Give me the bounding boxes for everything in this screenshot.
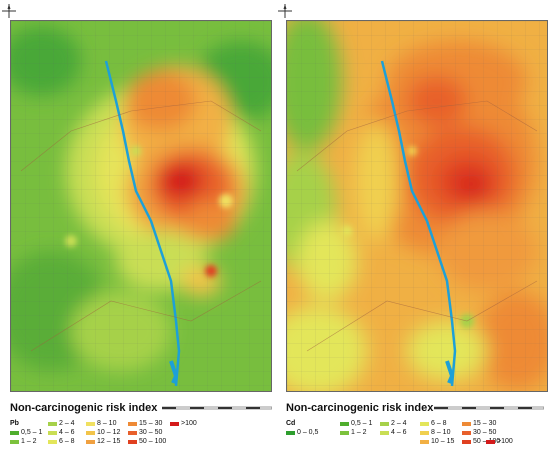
legend-item: 6 – 8 xyxy=(420,420,447,427)
legend-label: 50 – 100 xyxy=(139,438,167,445)
legend-item: 4 – 6 xyxy=(48,429,75,436)
legend-item: 1 – 2 xyxy=(340,429,367,436)
legend-label: 12 – 15 xyxy=(97,438,121,445)
legend-swatch xyxy=(48,421,57,426)
map-panel-pb: Non-carcinogenic risk index Pb <0,50,5 –… xyxy=(2,0,272,450)
legend-item: >100 xyxy=(486,438,513,445)
legend-swatch xyxy=(486,439,495,444)
legend-label: 6 – 8 xyxy=(431,420,447,427)
legend-swatch xyxy=(10,430,19,435)
north-arrow-icon xyxy=(2,4,16,18)
legend-swatch xyxy=(48,430,57,435)
legend-swatch xyxy=(86,421,95,426)
legend-swatch xyxy=(380,421,389,426)
legend-item: 10 – 12 xyxy=(86,429,120,436)
legend-item: 2 – 4 xyxy=(48,420,75,427)
legend-swatch xyxy=(170,421,179,426)
legend-swatch xyxy=(420,421,429,426)
legend-item: 30 – 50 xyxy=(128,429,162,436)
legend-item: 50 – 100 xyxy=(128,438,166,445)
legend-item: 0 – 0,5 xyxy=(286,429,318,436)
legend-label: 0,5 – 1 xyxy=(21,429,43,436)
legend-label: 15 – 30 xyxy=(473,420,497,427)
legend-swatch xyxy=(286,430,295,435)
legend-metal-label: Cd xyxy=(286,420,296,427)
legend-swatch xyxy=(462,439,471,444)
legend-label: 4 – 6 xyxy=(391,429,407,436)
heatmap-surface xyxy=(11,21,271,391)
legend-label: 8 – 10 xyxy=(431,429,451,436)
legend-swatch xyxy=(462,421,471,426)
legend-item: 4 – 6 xyxy=(380,429,407,436)
legend-item: 30 – 50 xyxy=(462,429,496,436)
legend-swatch xyxy=(48,439,57,444)
legend-swatch xyxy=(462,430,471,435)
legend-swatch xyxy=(420,439,429,444)
legend-label: 8 – 10 xyxy=(97,420,117,427)
legend-label: 0 – 0,5 xyxy=(297,429,319,436)
legend-swatch xyxy=(86,439,95,444)
map-panel-cd: Non-carcinogenic risk index Cd 0 – 0,5 0,… xyxy=(278,0,548,450)
heatmap-surface xyxy=(287,21,547,391)
legend-label: 4 – 6 xyxy=(59,429,75,436)
legend-swatch xyxy=(128,421,137,426)
legend-swatch xyxy=(340,421,349,426)
legend-swatch xyxy=(340,430,349,435)
legend-swatch xyxy=(128,439,137,444)
legend-label: >100 xyxy=(497,438,513,445)
north-arrow-icon xyxy=(278,4,292,18)
legend-label: 2 – 4 xyxy=(59,420,75,427)
legend-item: 1 – 2 xyxy=(10,438,37,445)
legend-label: 15 – 30 xyxy=(139,420,163,427)
legend-label: 30 – 50 xyxy=(139,429,163,436)
legend-swatch xyxy=(10,439,19,444)
legend-label: 1 – 2 xyxy=(351,429,367,436)
legend-label: >100 xyxy=(181,420,197,427)
scale-bar xyxy=(434,406,544,410)
legend-title: Non-carcinogenic risk index xyxy=(286,402,434,414)
legend-item: 15 – 30 xyxy=(128,420,162,427)
legend-label: 6 – 8 xyxy=(59,438,75,445)
legend-swatch xyxy=(420,430,429,435)
legend-label: 30 – 50 xyxy=(473,429,497,436)
legend-item: 8 – 10 xyxy=(86,420,116,427)
legend-item: 0,5 – 1 xyxy=(10,429,42,436)
risk-map-cd[interactable] xyxy=(286,20,548,392)
legend-label: 10 – 15 xyxy=(431,438,455,445)
legend-item: 12 – 15 xyxy=(86,438,120,445)
legend-metal-label: Pb xyxy=(10,420,19,427)
legend-label: 10 – 12 xyxy=(97,429,121,436)
legend-item: >100 xyxy=(170,420,197,427)
legend-label: 2 – 4 xyxy=(391,420,407,427)
scale-bar xyxy=(162,406,272,410)
legend-swatch xyxy=(86,430,95,435)
legend-item: 2 – 4 xyxy=(380,420,407,427)
legend-label: 0,5 – 1 xyxy=(351,420,373,427)
legend-item: 6 – 8 xyxy=(48,438,75,445)
risk-map-pb[interactable] xyxy=(10,20,272,392)
river-line xyxy=(380,60,457,387)
legend-swatch xyxy=(380,430,389,435)
legend-label: 1 – 2 xyxy=(21,438,37,445)
legend-item: 0,5 – 1 xyxy=(340,420,372,427)
legend-swatch xyxy=(128,430,137,435)
legend-item: 15 – 30 xyxy=(462,420,496,427)
river-line xyxy=(104,60,181,387)
legend-item: 10 – 15 xyxy=(420,438,454,445)
legend-item: 8 – 10 xyxy=(420,429,450,436)
legend-title: Non-carcinogenic risk index xyxy=(10,402,158,414)
